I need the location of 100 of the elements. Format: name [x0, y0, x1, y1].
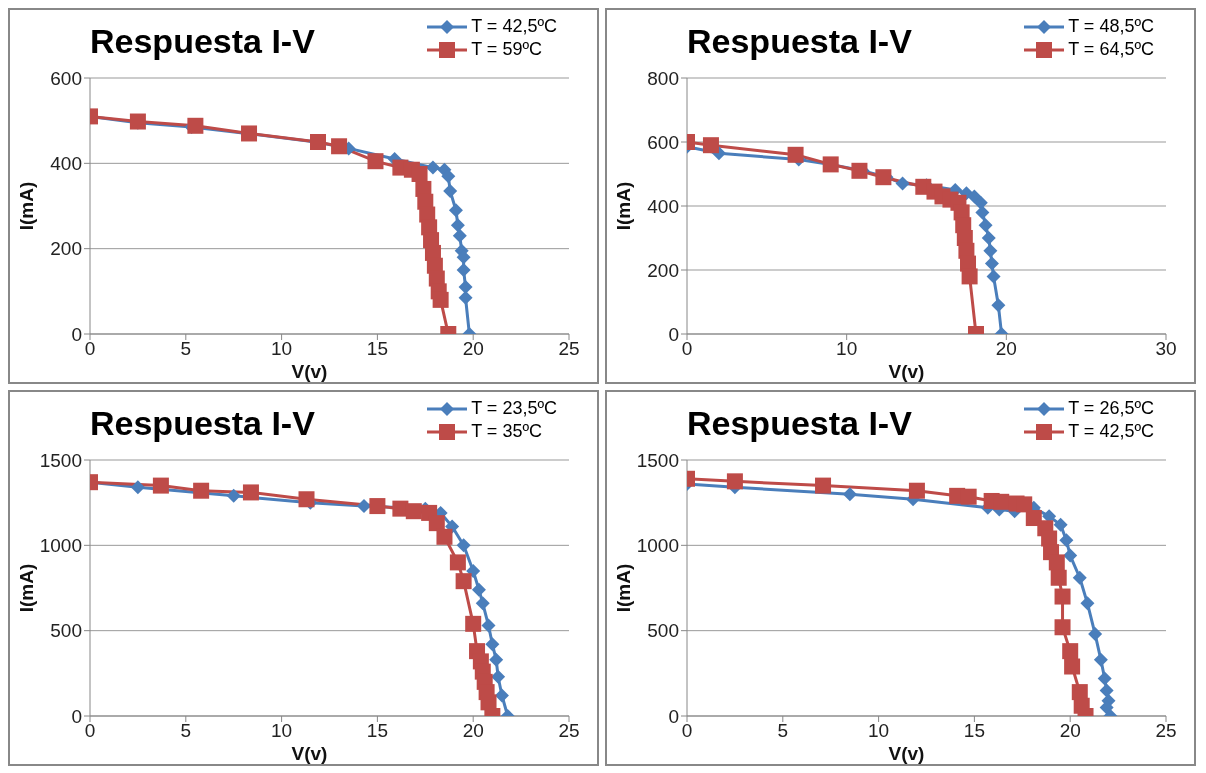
x-tick-label: 10	[836, 338, 858, 360]
point	[978, 218, 993, 233]
point	[1054, 619, 1071, 636]
point	[960, 488, 977, 505]
x-tick-label: 30	[1155, 338, 1177, 360]
x-tick-label: 5	[180, 720, 192, 742]
point	[130, 480, 145, 495]
y-tick-label: 1500	[636, 449, 679, 471]
point	[441, 169, 456, 184]
point	[991, 298, 1006, 313]
y-axis-title: I(mA)	[15, 181, 37, 231]
point	[895, 176, 910, 191]
y-tick-label: 0	[668, 705, 679, 727]
point	[1053, 517, 1068, 532]
x-tick-label: 5	[180, 338, 192, 360]
point	[367, 153, 384, 170]
x-tick-label: 25	[558, 338, 580, 360]
point	[702, 137, 719, 154]
point	[465, 615, 482, 632]
x-axis-title: V(v)	[291, 743, 328, 764]
point	[842, 487, 857, 502]
point	[981, 231, 996, 245]
x-tick-label: 15	[366, 720, 388, 742]
y-tick-label: 800	[647, 67, 679, 89]
point	[494, 688, 509, 703]
point	[815, 477, 832, 494]
x-tick-label: 20	[462, 720, 484, 742]
y-tick-label: 0	[71, 323, 82, 345]
point	[458, 290, 473, 305]
legend-label: T = 64,5ºC	[1067, 39, 1154, 60]
point	[450, 218, 465, 233]
point	[298, 491, 315, 508]
x-tick-label: 5	[777, 720, 789, 742]
y-tick-label: 200	[647, 259, 679, 281]
legend-label: T = 26,5ºC	[1067, 398, 1154, 419]
point	[458, 280, 473, 295]
point	[425, 160, 440, 175]
y-axis-title: I(mA)	[612, 181, 634, 231]
x-tick-label: 25	[558, 720, 580, 742]
y-tick-label: 200	[50, 238, 82, 260]
point	[1080, 596, 1095, 611]
y-tick-label: 0	[668, 323, 679, 345]
point	[851, 162, 868, 179]
x-tick-label: 10	[271, 720, 293, 742]
point	[1093, 652, 1108, 667]
legend-label: T = 59ºC	[470, 39, 543, 60]
y-tick-label: 1500	[39, 449, 82, 471]
point	[1016, 496, 1033, 513]
point	[726, 473, 743, 490]
point	[1059, 533, 1074, 548]
chart-title: Respuesta I-V	[90, 22, 315, 61]
point	[331, 138, 348, 155]
chart-title: Respuesta I-V	[687, 404, 912, 443]
point	[1088, 627, 1103, 642]
point	[986, 269, 1001, 284]
point	[369, 498, 386, 515]
point	[1099, 683, 1114, 698]
y-tick-label: 500	[50, 620, 82, 642]
point	[187, 117, 204, 134]
point	[475, 596, 490, 611]
chart-title: Respuesta I-V	[90, 404, 315, 443]
point	[226, 488, 241, 503]
point	[1050, 569, 1067, 586]
x-axis-title: V(v)	[888, 361, 925, 382]
y-tick-label: 500	[647, 620, 679, 642]
point	[443, 184, 458, 199]
x-axis-title: V(v)	[291, 361, 328, 382]
legend-label: T = 23,5ºC	[470, 398, 557, 419]
x-tick-label: 20	[995, 338, 1017, 360]
point	[456, 538, 471, 553]
point	[428, 515, 445, 532]
point	[1054, 588, 1071, 605]
chart-title: Respuesta I-V	[687, 22, 912, 61]
legend-label: T = 35ºC	[470, 421, 543, 442]
point	[456, 263, 471, 277]
point	[975, 205, 990, 220]
x-tick-label: 20	[1059, 720, 1081, 742]
point	[983, 243, 998, 258]
point	[193, 482, 210, 499]
point	[973, 195, 988, 210]
y-axis-title: I(mA)	[612, 563, 634, 613]
y-tick-label: 400	[50, 153, 82, 175]
y-tick-label: 1000	[636, 535, 679, 557]
x-tick-label: 20	[462, 338, 484, 360]
point	[489, 652, 504, 667]
legend-label: T = 42,5ºC	[470, 16, 557, 37]
point	[481, 618, 496, 633]
point	[471, 582, 486, 597]
y-tick-label: 1000	[39, 535, 82, 557]
point	[1072, 570, 1087, 585]
point	[452, 228, 467, 243]
point	[875, 169, 892, 186]
x-tick-label: 15	[366, 338, 388, 360]
y-tick-label: 400	[647, 195, 679, 217]
point	[984, 256, 999, 271]
point	[152, 477, 169, 494]
x-tick-label: 15	[963, 720, 985, 742]
point	[356, 499, 371, 514]
legend-label: T = 48,5ºC	[1067, 16, 1154, 37]
point	[1062, 643, 1079, 660]
